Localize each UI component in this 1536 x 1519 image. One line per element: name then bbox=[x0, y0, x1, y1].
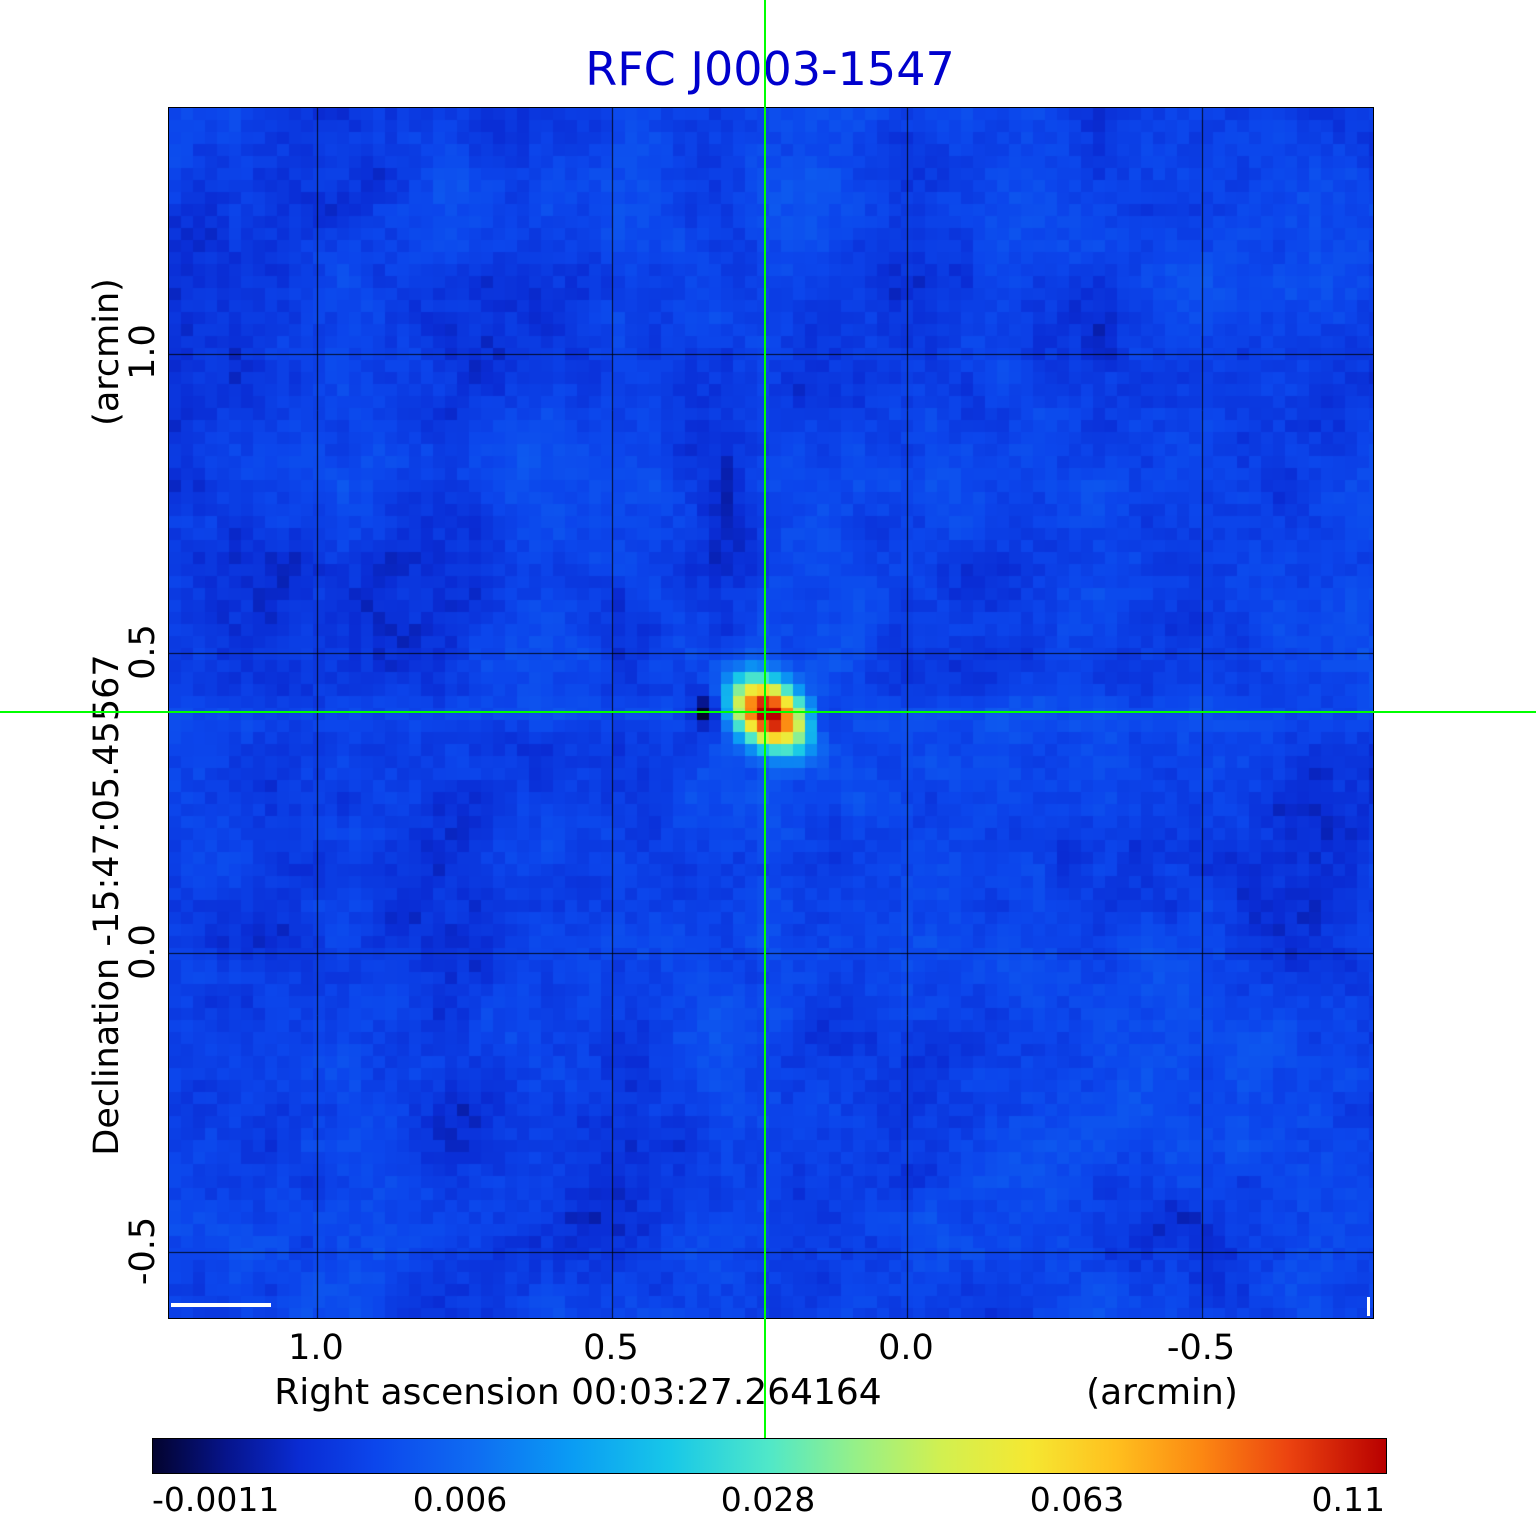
colorbar bbox=[152, 1438, 1387, 1474]
beam-scalebar bbox=[171, 1303, 271, 1307]
x-tick-label: 0.0 bbox=[878, 1328, 934, 1368]
y-tick-label: 0.5 bbox=[123, 624, 163, 680]
x-axis-label: Right ascension 00:03:27.264164 bbox=[274, 1372, 882, 1413]
colorbar-tick-label: 0.028 bbox=[720, 1480, 816, 1519]
x-tick-label: -0.5 bbox=[1166, 1328, 1236, 1368]
x-axis-unit: (arcmin) bbox=[1086, 1372, 1238, 1413]
colorbar-tick-label: 0.11 bbox=[1311, 1480, 1385, 1519]
colorbar-tick-label: 0.006 bbox=[412, 1480, 508, 1519]
y-axis-unit: (arcmin) bbox=[87, 278, 127, 426]
y-axis-label: Declination -15:47:05.45567 bbox=[87, 654, 127, 1156]
sky-map-canvas bbox=[169, 108, 1373, 1318]
y-tick-label: 1.0 bbox=[123, 324, 163, 380]
crosshair-vertical-line bbox=[764, 0, 766, 1438]
y-tick-label: 0.0 bbox=[123, 924, 163, 980]
colorbar-tick-label: 0.063 bbox=[1029, 1480, 1125, 1519]
white-tick-right bbox=[1367, 1297, 1370, 1316]
colorbar-tick-label: -0.0011 bbox=[152, 1480, 280, 1519]
y-tick-label: -0.5 bbox=[123, 1216, 163, 1286]
x-tick-label: 1.0 bbox=[288, 1328, 344, 1368]
page-title: RFC J0003-1547 bbox=[585, 42, 955, 96]
x-tick-label: 0.5 bbox=[583, 1328, 639, 1368]
crosshair-horizontal-line bbox=[0, 711, 1536, 713]
sky-map bbox=[168, 107, 1374, 1319]
